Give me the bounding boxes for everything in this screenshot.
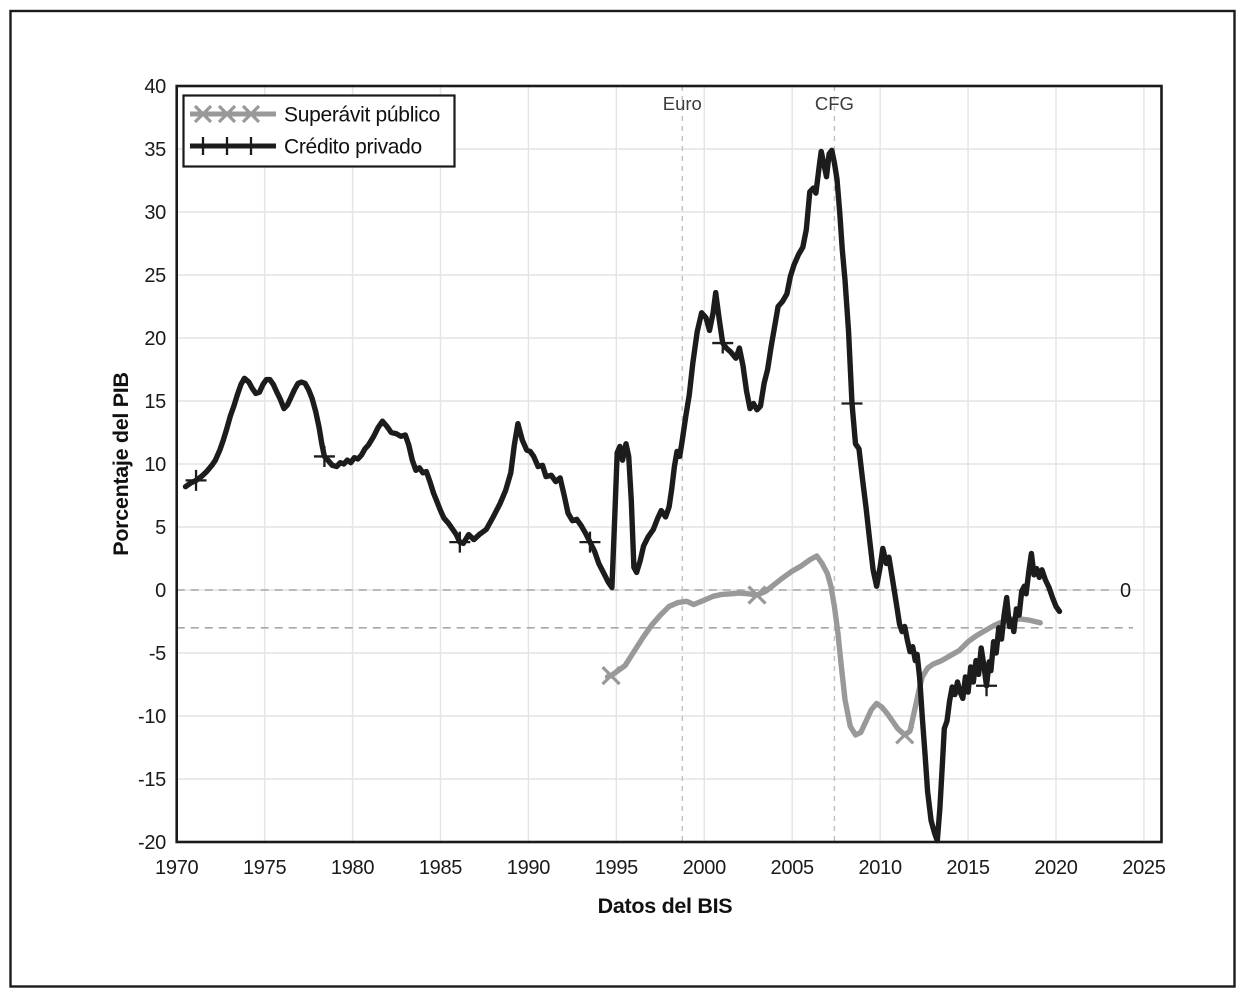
plot-border [175,84,1163,844]
x-tick-label: 2020 [1034,857,1077,879]
series-line-superavit-publico [604,553,1043,738]
y-tick-label: 15 [144,391,166,413]
series-markers-superavit-publico [601,585,915,745]
legend: Superávit público Crédito privado [182,94,456,168]
x-tick-label: 2000 [683,857,726,879]
series-layer [182,147,1063,844]
x-tick-label: 1990 [507,857,550,879]
annotation-label-euro: Euro [663,93,702,114]
series-markers-credito-privado [185,332,998,697]
x-tick-label: 2015 [946,857,989,879]
y-tick-label: 10 [144,454,166,476]
plus-marker-icon [194,137,260,155]
y-tick-label: 40 [144,76,166,98]
x-marker-icon [193,104,261,124]
x-tick-label: 1995 [595,857,638,879]
x-tick-label: 1970 [155,857,198,879]
x-tick-label: 1975 [243,857,286,879]
y-tick-label: -15 [138,769,166,791]
y-axis-title: Porcentaje del PIB [109,372,133,555]
legend-box [182,94,456,168]
y-tick-label: 0 [155,580,166,602]
figure-frame [9,9,1236,988]
y-tick-label: 20 [144,328,166,350]
x-tick-label: 2005 [771,857,814,879]
x-tick-label: 2025 [1122,857,1165,879]
series-line-credito-privado [182,147,1063,844]
x-tick-label: 2010 [858,857,901,879]
reference-lines [176,86,1133,842]
y-tick-label: -10 [138,706,166,728]
x-tick-label: 1980 [331,857,374,879]
ref-line-right-label: 0 [1120,580,1131,602]
y-tick-label: 30 [144,202,166,224]
x-tick-label: 1985 [419,857,462,879]
y-tick-label: 35 [144,139,166,161]
legend-label-credito-privado: Crédito privado [284,136,422,159]
y-tick-label: 25 [144,265,166,287]
x-axis-title: Datos del BIS [598,894,733,918]
y-tick-label: 5 [155,517,166,539]
legend-label-superavit-publico: Superávit público [284,104,440,127]
y-tick-label: -20 [138,832,166,854]
y-tick-label: -5 [149,643,166,665]
annotation-label-cfg: CFG [815,93,854,114]
